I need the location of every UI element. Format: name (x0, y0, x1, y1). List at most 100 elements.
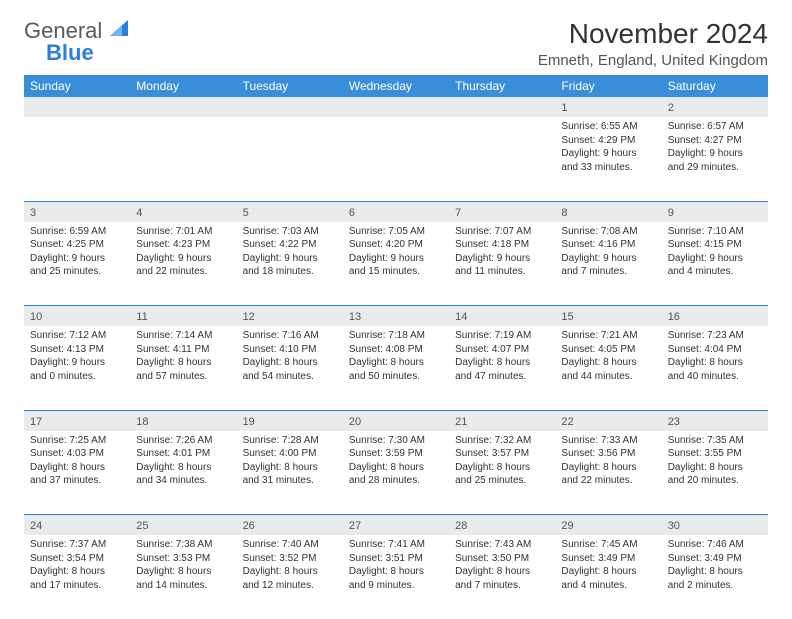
week-row: Sunrise: 6:59 AMSunset: 4:25 PMDaylight:… (24, 222, 768, 306)
daynum-cell: 26 (237, 515, 343, 536)
daynum-cell (237, 97, 343, 117)
sunrise-text: Sunrise: 7:03 AM (243, 225, 337, 239)
sunset-text: Sunset: 3:49 PM (561, 552, 655, 566)
daylight-text: Daylight: 9 hours and 29 minutes. (668, 147, 762, 174)
day-details: Sunrise: 7:46 AMSunset: 3:49 PMDaylight:… (668, 538, 762, 592)
day-number: 16 (668, 311, 680, 323)
day-number: 3 (30, 207, 36, 219)
brand-text: General Blue (24, 18, 130, 66)
sunrise-text: Sunrise: 7:46 AM (668, 538, 762, 552)
day-cell: Sunrise: 7:07 AMSunset: 4:18 PMDaylight:… (449, 222, 555, 306)
day-cell: Sunrise: 7:16 AMSunset: 4:10 PMDaylight:… (237, 326, 343, 410)
sunrise-text: Sunrise: 7:16 AM (243, 329, 337, 343)
sunset-text: Sunset: 4:03 PM (30, 447, 124, 461)
daylight-text: Daylight: 8 hours and 20 minutes. (668, 461, 762, 488)
sunrise-text: Sunrise: 7:41 AM (349, 538, 443, 552)
sunrise-text: Sunrise: 7:12 AM (30, 329, 124, 343)
sunset-text: Sunset: 3:53 PM (136, 552, 230, 566)
sunset-text: Sunset: 3:51 PM (349, 552, 443, 566)
daylight-text: Daylight: 8 hours and 7 minutes. (455, 565, 549, 592)
sunset-text: Sunset: 4:25 PM (30, 238, 124, 252)
daynum-cell: 1 (555, 97, 661, 117)
daynum-cell: 4 (130, 201, 236, 222)
daylight-text: Daylight: 8 hours and 31 minutes. (243, 461, 337, 488)
day-cell: Sunrise: 7:46 AMSunset: 3:49 PMDaylight:… (662, 535, 768, 619)
week-row: Sunrise: 6:55 AMSunset: 4:29 PMDaylight:… (24, 117, 768, 201)
day-number: 21 (455, 416, 467, 428)
day-number: 26 (243, 520, 255, 532)
sunset-text: Sunset: 3:59 PM (349, 447, 443, 461)
sunset-text: Sunset: 3:54 PM (30, 552, 124, 566)
day-number: 27 (349, 520, 361, 532)
sunset-text: Sunset: 4:04 PM (668, 343, 762, 357)
day-number: 10 (30, 311, 42, 323)
day-cell: Sunrise: 7:37 AMSunset: 3:54 PMDaylight:… (24, 535, 130, 619)
weekday-header: Saturday (662, 75, 768, 97)
daynum-row: 10111213141516 (24, 306, 768, 327)
brand-word-2: Blue (46, 40, 130, 66)
daylight-text: Daylight: 9 hours and 18 minutes. (243, 252, 337, 279)
weekday-header: Wednesday (343, 75, 449, 97)
day-cell: Sunrise: 7:28 AMSunset: 4:00 PMDaylight:… (237, 431, 343, 515)
day-cell: Sunrise: 7:03 AMSunset: 4:22 PMDaylight:… (237, 222, 343, 306)
sunrise-text: Sunrise: 7:10 AM (668, 225, 762, 239)
day-details: Sunrise: 6:59 AMSunset: 4:25 PMDaylight:… (30, 225, 124, 279)
daynum-cell: 27 (343, 515, 449, 536)
daynum-cell: 6 (343, 201, 449, 222)
day-number: 25 (136, 520, 148, 532)
sunset-text: Sunset: 4:27 PM (668, 134, 762, 148)
daynum-cell (449, 97, 555, 117)
day-number: 6 (349, 207, 355, 219)
daylight-text: Daylight: 9 hours and 0 minutes. (30, 356, 124, 383)
daynum-cell: 16 (662, 306, 768, 327)
sunset-text: Sunset: 4:23 PM (136, 238, 230, 252)
day-cell: Sunrise: 7:32 AMSunset: 3:57 PMDaylight:… (449, 431, 555, 515)
daynum-cell: 20 (343, 410, 449, 431)
daynum-cell: 18 (130, 410, 236, 431)
weekday-header-row: Sunday Monday Tuesday Wednesday Thursday… (24, 75, 768, 97)
sunrise-text: Sunrise: 7:38 AM (136, 538, 230, 552)
week-row: Sunrise: 7:12 AMSunset: 4:13 PMDaylight:… (24, 326, 768, 410)
daynum-cell: 14 (449, 306, 555, 327)
daylight-text: Daylight: 9 hours and 25 minutes. (30, 252, 124, 279)
daynum-cell: 28 (449, 515, 555, 536)
header: General Blue November 2024 Emneth, Engla… (24, 18, 768, 69)
day-cell: Sunrise: 7:14 AMSunset: 4:11 PMDaylight:… (130, 326, 236, 410)
day-cell: Sunrise: 7:12 AMSunset: 4:13 PMDaylight:… (24, 326, 130, 410)
daynum-cell: 29 (555, 515, 661, 536)
sunrise-text: Sunrise: 7:21 AM (561, 329, 655, 343)
day-details: Sunrise: 7:03 AMSunset: 4:22 PMDaylight:… (243, 225, 337, 279)
day-number: 17 (30, 416, 42, 428)
sunrise-text: Sunrise: 7:08 AM (561, 225, 655, 239)
day-details: Sunrise: 7:07 AMSunset: 4:18 PMDaylight:… (455, 225, 549, 279)
sunset-text: Sunset: 4:16 PM (561, 238, 655, 252)
daynum-cell: 2 (662, 97, 768, 117)
day-details: Sunrise: 7:30 AMSunset: 3:59 PMDaylight:… (349, 434, 443, 488)
sunrise-text: Sunrise: 7:01 AM (136, 225, 230, 239)
sunset-text: Sunset: 4:15 PM (668, 238, 762, 252)
day-number: 7 (455, 207, 461, 219)
daynum-cell: 10 (24, 306, 130, 327)
daylight-text: Daylight: 9 hours and 7 minutes. (561, 252, 655, 279)
day-cell: Sunrise: 7:25 AMSunset: 4:03 PMDaylight:… (24, 431, 130, 515)
daynum-cell: 3 (24, 201, 130, 222)
sunset-text: Sunset: 4:11 PM (136, 343, 230, 357)
day-number: 11 (136, 311, 147, 323)
day-details: Sunrise: 7:37 AMSunset: 3:54 PMDaylight:… (30, 538, 124, 592)
day-cell (449, 117, 555, 201)
daynum-cell: 22 (555, 410, 661, 431)
day-number: 22 (561, 416, 573, 428)
sunrise-text: Sunrise: 7:30 AM (349, 434, 443, 448)
daylight-text: Daylight: 8 hours and 28 minutes. (349, 461, 443, 488)
sunrise-text: Sunrise: 7:05 AM (349, 225, 443, 239)
daynum-cell: 7 (449, 201, 555, 222)
daynum-cell: 15 (555, 306, 661, 327)
sunset-text: Sunset: 3:52 PM (243, 552, 337, 566)
day-cell: Sunrise: 7:05 AMSunset: 4:20 PMDaylight:… (343, 222, 449, 306)
week-row: Sunrise: 7:37 AMSunset: 3:54 PMDaylight:… (24, 535, 768, 619)
day-number: 13 (349, 311, 361, 323)
sunset-text: Sunset: 3:49 PM (668, 552, 762, 566)
day-cell: Sunrise: 7:08 AMSunset: 4:16 PMDaylight:… (555, 222, 661, 306)
daylight-text: Daylight: 8 hours and 25 minutes. (455, 461, 549, 488)
day-details: Sunrise: 7:32 AMSunset: 3:57 PMDaylight:… (455, 434, 549, 488)
